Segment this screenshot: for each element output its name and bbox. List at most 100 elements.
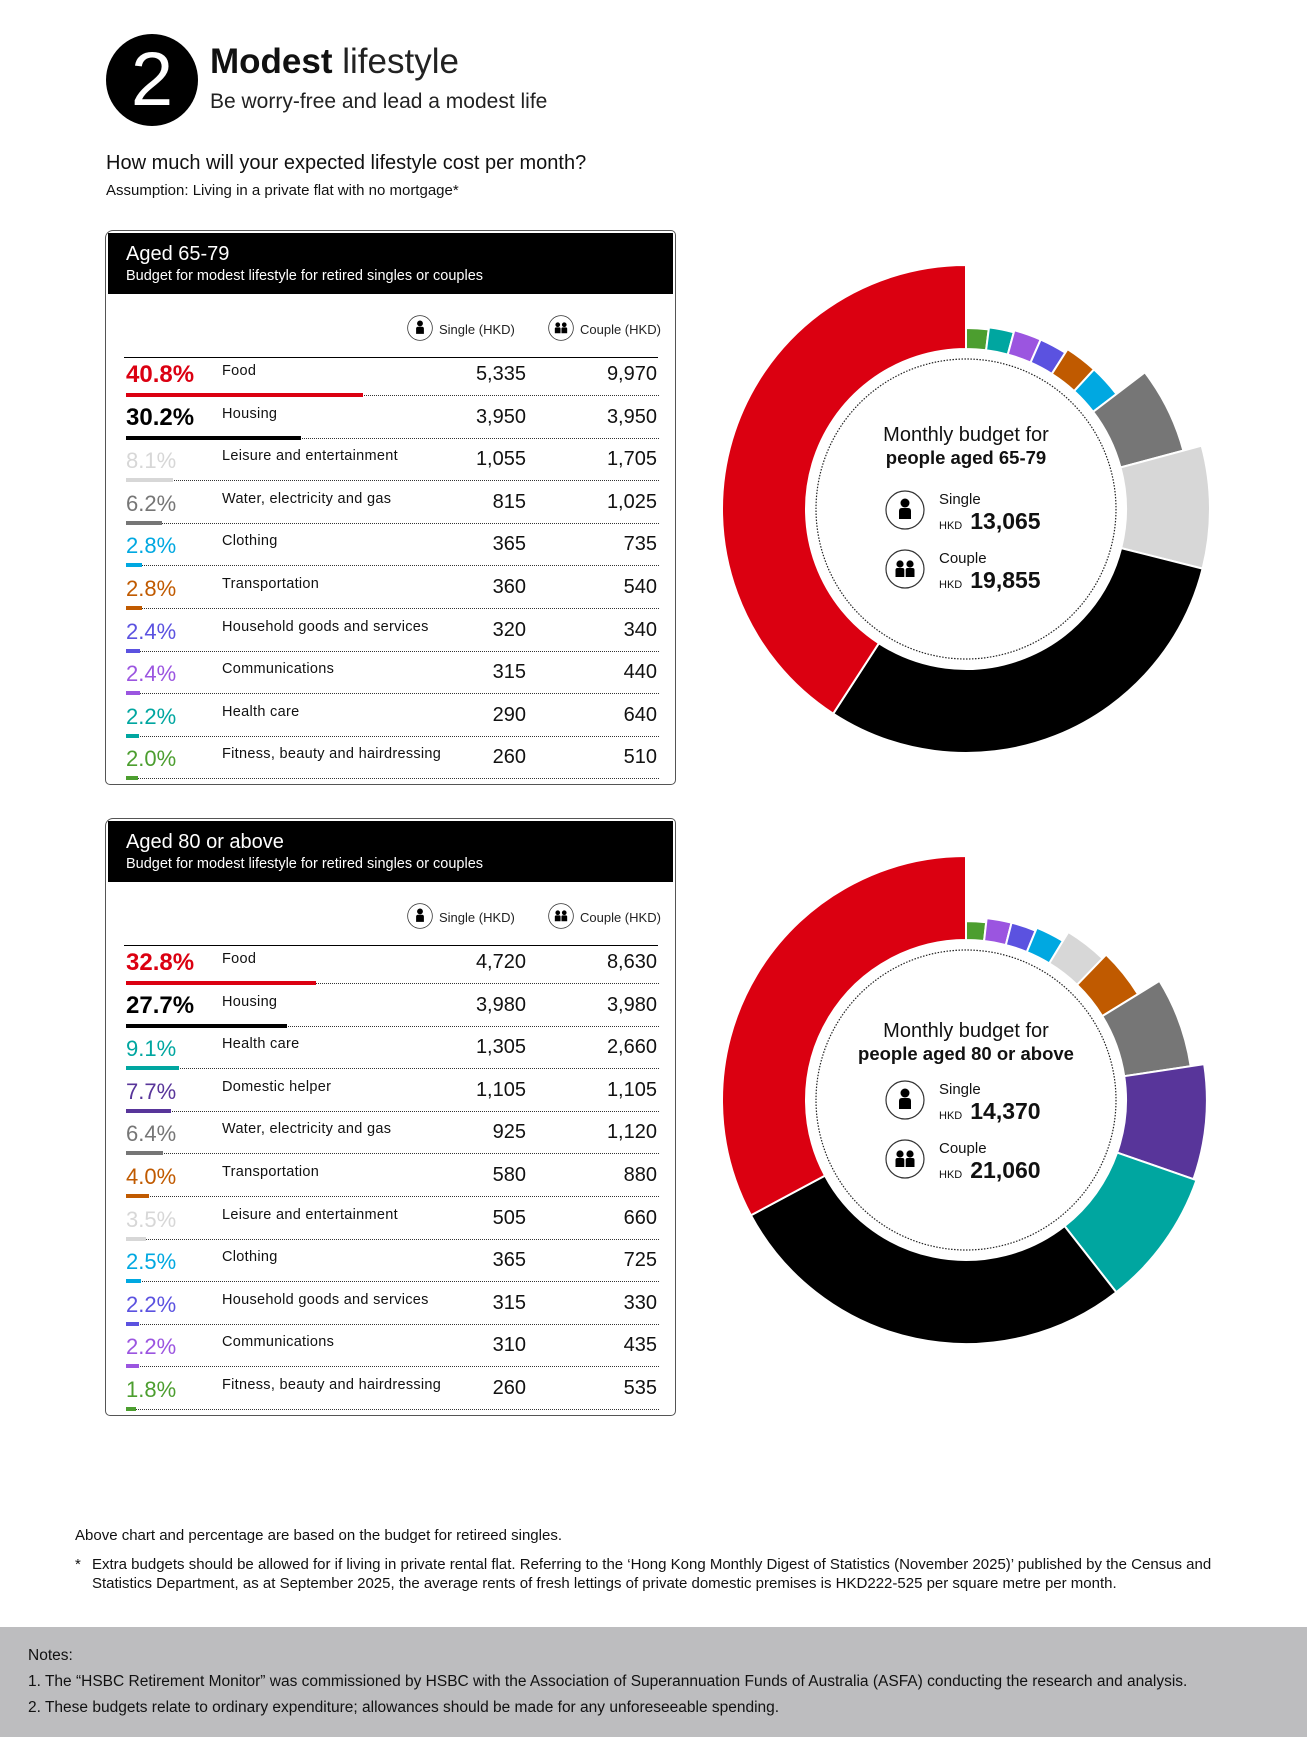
percent-bar <box>126 733 139 738</box>
single-header-label: Single (HKD) <box>439 910 515 925</box>
donut-segment-fitness <box>965 920 988 943</box>
percent-bar <box>126 981 317 985</box>
single-value: 260 <box>492 746 526 769</box>
single-value: 310 <box>492 1334 526 1357</box>
donut-1 <box>721 854 1208 1345</box>
table-row: 27.7% Housing 3,980 3,980 <box>106 988 675 1030</box>
table-row: 2.4% Household goods and services 320 340 <box>106 613 675 655</box>
row-divider <box>126 480 659 482</box>
percent-value: 40.8% <box>126 361 195 388</box>
couple-value: 660 <box>623 1206 657 1229</box>
header-divider <box>124 945 658 946</box>
single-value: 365 <box>492 1249 526 1272</box>
couple-total: Couple HKD 21,060 <box>885 1139 1041 1184</box>
row-divider <box>126 1281 659 1283</box>
row-divider <box>126 1409 659 1410</box>
percent-bar <box>126 1407 137 1411</box>
couple-icon <box>548 315 574 344</box>
table-row: 6.2% Water, electricity and gas 815 1,025 <box>106 485 675 527</box>
table-title: Aged 80 or above <box>126 831 284 853</box>
percent-value: 6.2% <box>126 490 177 516</box>
category-label: Water, electricity and gas <box>222 1121 392 1138</box>
couple-value: 735 <box>623 533 657 556</box>
category-label: Water, electricity and gas <box>222 490 392 507</box>
single-label: Single <box>939 1080 981 1098</box>
percent-value: 27.7% <box>126 991 195 1019</box>
table-row: 2.8% Clothing 365 735 <box>106 527 675 569</box>
column-header-couple: Couple (HKD) <box>548 315 661 344</box>
center-line-1: Monthly budget for <box>883 1020 1049 1042</box>
percent-bar <box>126 606 143 610</box>
single-label: Single <box>939 490 981 508</box>
percent-bar <box>126 1236 147 1241</box>
header-divider <box>124 357 658 358</box>
single-value: 3,980 <box>475 993 526 1016</box>
table-header: Aged 65-79 Budget for modest lifestyle f… <box>108 233 673 294</box>
table-subtitle: Budget for modest lifestyle for retired … <box>126 268 484 284</box>
percent-bar <box>126 1066 179 1071</box>
percent-bar <box>126 393 363 397</box>
percent-value: 30.2% <box>126 403 195 431</box>
donut-inner-circle <box>815 949 1117 1251</box>
single-value: 290 <box>492 703 526 726</box>
row-divider <box>126 1323 659 1325</box>
row-divider <box>126 437 659 439</box>
percent-value: 8.1% <box>126 448 177 474</box>
page-title: Modest lifestyle <box>210 42 459 82</box>
couple-value: 1,025 <box>606 490 657 513</box>
center-line-2: people aged 80 or above <box>858 1043 1074 1064</box>
couple-value: 535 <box>623 1377 657 1399</box>
category-label: Transportation <box>222 1164 320 1180</box>
category-label: Health care <box>222 1036 300 1053</box>
couple-value: 640 <box>623 703 657 726</box>
single-amount: 14,370 <box>970 1097 1041 1124</box>
single-value: 315 <box>492 1291 526 1314</box>
donut-segment-fitness <box>965 326 990 352</box>
table-row: 2.0% Fitness, beauty and hairdressing 260 5… <box>106 740 675 782</box>
donut-segment-housing <box>749 1174 1118 1345</box>
percent-bar <box>126 1321 139 1326</box>
percent-value: 9.1% <box>126 1036 177 1062</box>
donut-0 <box>721 263 1211 754</box>
donut-segment-leisure <box>1119 444 1211 570</box>
column-header-single: Single (HKD) <box>407 903 515 932</box>
category-label: Leisure and entertainment <box>222 448 398 465</box>
row-divider <box>126 522 659 524</box>
percent-value: 6.4% <box>126 1121 177 1147</box>
table-row: 2.8% Transportation 360 540 <box>106 570 675 612</box>
couple-total: Couple HKD 19,855 <box>885 549 1041 594</box>
percent-value: 2.0% <box>126 746 177 772</box>
percent-bar <box>126 691 140 696</box>
section-number-badge: 2 <box>106 34 198 126</box>
couple-icon <box>885 1139 925 1184</box>
single-value: 315 <box>492 661 526 684</box>
table-row: 4.0% Transportation 580 880 <box>106 1158 675 1200</box>
single-total: Single HKD 13,065 <box>885 490 1041 535</box>
row-divider <box>126 1068 659 1070</box>
question-text: How much will your expected lifestyle co… <box>106 152 587 174</box>
percent-value: 7.7% <box>126 1078 177 1104</box>
table-row: 1.8% Fitness, beauty and hairdressing 260 5… <box>106 1371 675 1413</box>
couple-value: 330 <box>623 1291 657 1314</box>
single-value: 580 <box>492 1164 526 1186</box>
category-label: Communications <box>222 661 335 678</box>
rent-footnote: * Extra budgets should be allowed for if… <box>75 1555 1235 1593</box>
donut-center-title: Monthly budget for people aged 65-79 <box>816 424 1116 469</box>
table-row: 6.4% Water, electricity and gas 925 1,120 <box>106 1115 675 1157</box>
row-divider <box>126 565 659 567</box>
category-label: Communications <box>222 1334 335 1351</box>
percent-bar <box>126 648 140 653</box>
currency: HKD <box>939 1109 963 1122</box>
single-value: 365 <box>492 533 526 556</box>
table-row: 2.5% Clothing 365 725 <box>106 1243 675 1285</box>
row-divider <box>126 608 659 609</box>
percent-value: 2.5% <box>126 1249 177 1275</box>
category-label: Housing <box>222 405 278 422</box>
percent-value: 1.8% <box>126 1377 177 1402</box>
assumption-text: Assumption: Living in a private flat wit… <box>106 182 459 199</box>
couple-value: 510 <box>623 746 657 769</box>
couple-header-label: Couple (HKD) <box>580 322 661 337</box>
table-header: Aged 80 or above Budget for modest lifes… <box>108 821 673 882</box>
donut-segment-food <box>721 263 967 716</box>
percent-bar <box>126 478 173 483</box>
